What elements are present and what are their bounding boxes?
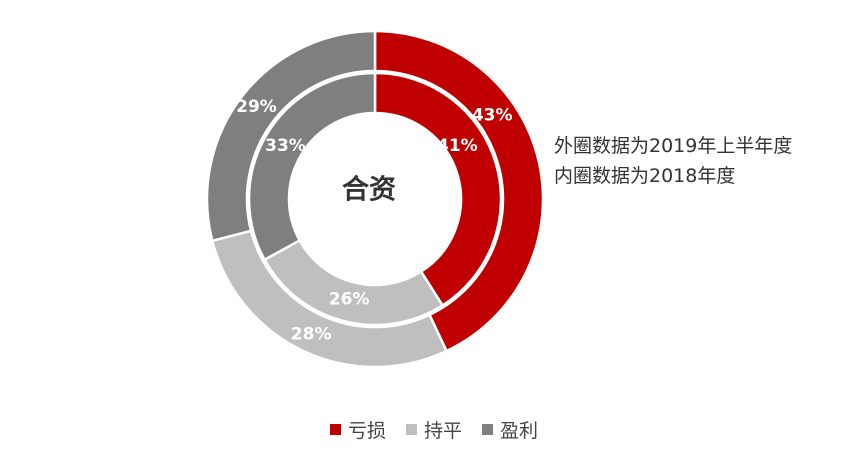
- legend: 亏损 持平 盈利: [0, 416, 850, 443]
- inner-slice-loss: [373, 71, 503, 308]
- inner-slice-profit: [247, 71, 377, 262]
- outer-label-breakeven: 28%: [291, 325, 332, 345]
- legend-label-loss: 亏损: [347, 420, 386, 442]
- inner-ring-note: 内圈数据为2018年度: [554, 165, 736, 187]
- legend-label-profit: 盈利: [500, 420, 539, 442]
- inner-label-profit: 33%: [265, 136, 306, 156]
- center-title: 合资: [342, 174, 396, 206]
- legend-item-loss: 亏损: [329, 416, 386, 443]
- ring-labels: 43% 28% 29% 41% 26% 33%: [236, 97, 512, 345]
- inner-ring: [247, 71, 503, 327]
- outer-ring-note: 外圈数据为2019年上半年度: [554, 135, 793, 157]
- outer-slice-loss: [373, 29, 545, 353]
- legend-item-breakeven: 持平: [405, 416, 462, 443]
- legend-swatch-breakeven: [405, 424, 417, 435]
- outer-slice-profit: [205, 29, 377, 243]
- outer-ring: [205, 29, 545, 369]
- inner-label-breakeven: 26%: [329, 290, 370, 310]
- outer-label-loss: 43%: [472, 105, 513, 125]
- legend-item-profit: 盈利: [482, 416, 538, 443]
- outer-label-profit: 29%: [236, 97, 277, 117]
- legend-swatch-profit: [482, 424, 493, 435]
- inner-label-loss: 41%: [437, 136, 478, 156]
- legend-label-breakeven: 持平: [423, 420, 462, 442]
- legend-swatch-loss: [329, 424, 341, 435]
